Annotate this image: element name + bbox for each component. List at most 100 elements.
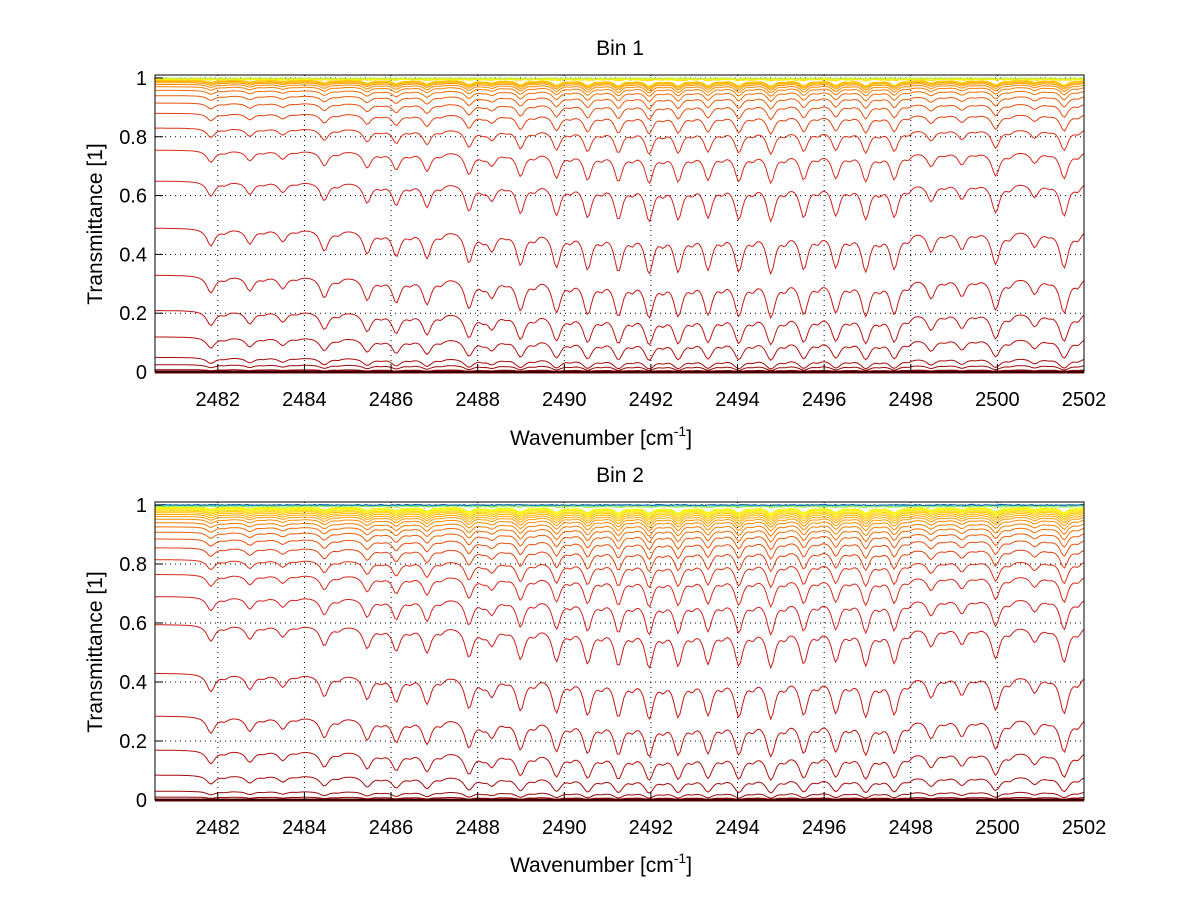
series-line-curve-22 [155, 509, 1085, 519]
y-tick-label: 0.6 [119, 613, 147, 635]
x-tick-label: 2498 [889, 817, 934, 839]
series-line-curve-07 [155, 274, 1085, 320]
y-tick-label: 0 [136, 362, 147, 384]
x-axis-label-end: ] [686, 854, 692, 877]
x-axis-label-sup: -1 [674, 850, 687, 866]
series-line-curve-16 [155, 522, 1085, 537]
series-line-curve-15 [155, 526, 1085, 543]
series-line-curve-26 [154, 505, 1085, 509]
series-line-curve-15 [155, 89, 1085, 103]
x-axis-label-end: ] [686, 427, 692, 450]
series-line-curve-02 [155, 796, 1085, 800]
series-line-curve-20 [155, 80, 1085, 88]
x-axis-label: Wavenumber [cm-1] [510, 850, 692, 877]
series-line-curve-03 [155, 790, 1085, 799]
series-line-curve-09 [155, 596, 1085, 637]
series-line-curve-21 [155, 510, 1085, 521]
series-line-curve-10 [155, 149, 1085, 185]
y-tick-label: 0.4 [119, 244, 147, 266]
x-tick-label: 2492 [629, 817, 674, 839]
series-line-curve-03 [155, 364, 1085, 371]
subplot-bin-1: Bin 1 2482 2484 2486 2488 2490 2492 2494 2496 24… [84, 37, 1106, 450]
y-tick-label: 0.8 [119, 127, 147, 149]
y-tick-label: 0.2 [119, 731, 147, 753]
x-tick-label: 2484 [282, 817, 327, 839]
series-line-curve-18 [155, 516, 1085, 528]
y-axis-label: Transmittance [1] [84, 571, 107, 732]
axes-box [154, 74, 1085, 373]
series-line-curve-13 [155, 538, 1085, 561]
series-line-curve-04 [155, 356, 1085, 370]
series-line-curve-23 [155, 508, 1085, 517]
series-line-curve-13 [155, 102, 1085, 121]
y-tick-label: 0 [136, 790, 147, 812]
x-tick-label: 2496 [802, 817, 847, 839]
series-line-curve-11 [155, 127, 1085, 156]
series-line-curve-04 [155, 774, 1085, 794]
x-tick-label: 2502 [1062, 817, 1107, 839]
series-line-curve-14 [155, 95, 1085, 110]
series-line-curve-06 [155, 715, 1085, 758]
ticks: 2482 2484 2486 2488 2490 2492 2494 2496 2498 2500… [119, 68, 1106, 411]
series-group [154, 77, 1085, 374]
series-line-curve-02 [155, 369, 1085, 373]
subplot-bin-2: Bin 2 2482 2484 2486 2488 2490 2492 2494 2496 24… [84, 464, 1106, 877]
x-tick-label: 2502 [1062, 389, 1107, 411]
plot-title: Bin 2 [596, 464, 644, 487]
series-line-curve-24 [155, 507, 1085, 516]
x-axis-label-base: Wavenumber [cm [510, 427, 674, 450]
series-line-curve-10 [155, 574, 1085, 608]
series-line-curve-16 [155, 86, 1085, 97]
series-line-curve-17 [155, 84, 1085, 94]
x-tick-label: 2486 [369, 817, 414, 839]
series-line-curve-06 [155, 310, 1085, 346]
series-line-curve-26 [154, 77, 1085, 80]
x-tick-label: 2490 [542, 817, 587, 839]
series-line-curve-18 [155, 82, 1085, 91]
x-tick-label: 2482 [196, 389, 241, 411]
series-line-curve-08 [155, 624, 1085, 670]
series-line-curve-12 [155, 112, 1085, 135]
x-tick-label: 2498 [889, 389, 934, 411]
x-tick-label: 2484 [282, 389, 327, 411]
x-tick-label: 2494 [715, 817, 760, 839]
series-line-curve-12 [155, 547, 1085, 573]
series-line-curve-11 [155, 559, 1085, 589]
series-line-curve-09 [154, 180, 1085, 223]
x-tick-label: 2492 [629, 389, 674, 411]
series-line-curve-19 [155, 81, 1085, 90]
series-line-curve-17 [155, 518, 1085, 532]
y-tick-label: 1 [136, 68, 147, 90]
x-tick-label: 2488 [455, 817, 500, 839]
series-line-curve-19 [155, 514, 1085, 525]
x-tick-label: 2490 [542, 389, 587, 411]
x-axis-label: Wavenumber [cm-1] [510, 423, 692, 450]
x-axis-label-base: Wavenumber [cm [510, 854, 674, 877]
series-line-curve-29 [154, 503, 1085, 507]
axes-box [154, 501, 1085, 801]
series-line-curve-05 [155, 336, 1085, 362]
series-line-curve-21 [155, 79, 1085, 87]
plot-title: Bin 1 [596, 37, 644, 60]
x-tick-label: 2500 [975, 817, 1020, 839]
x-axis-label-sup: -1 [674, 423, 687, 439]
x-tick-label: 2500 [975, 389, 1020, 411]
x-tick-label: 2494 [715, 389, 760, 411]
series-line-curve-14 [155, 531, 1085, 551]
y-tick-label: 0.8 [119, 554, 147, 576]
x-tick-label: 2486 [369, 389, 414, 411]
ticks: 2482 2484 2486 2488 2490 2492 2494 2496 2498 2500… [119, 495, 1106, 839]
y-tick-label: 0.6 [119, 186, 147, 208]
x-tick-label: 2482 [196, 817, 241, 839]
series-line-curve-08 [155, 227, 1085, 276]
series-line-curve-20 [155, 512, 1085, 523]
y-tick-label: 0.4 [119, 672, 147, 694]
y-tick-label: 0.2 [119, 303, 147, 325]
y-axis-label: Transmittance [1] [84, 143, 107, 304]
y-tick-label: 1 [136, 495, 147, 517]
series-line-curve-05 [155, 749, 1085, 781]
series-line-curve-07 [155, 673, 1085, 721]
x-tick-label: 2488 [455, 389, 500, 411]
